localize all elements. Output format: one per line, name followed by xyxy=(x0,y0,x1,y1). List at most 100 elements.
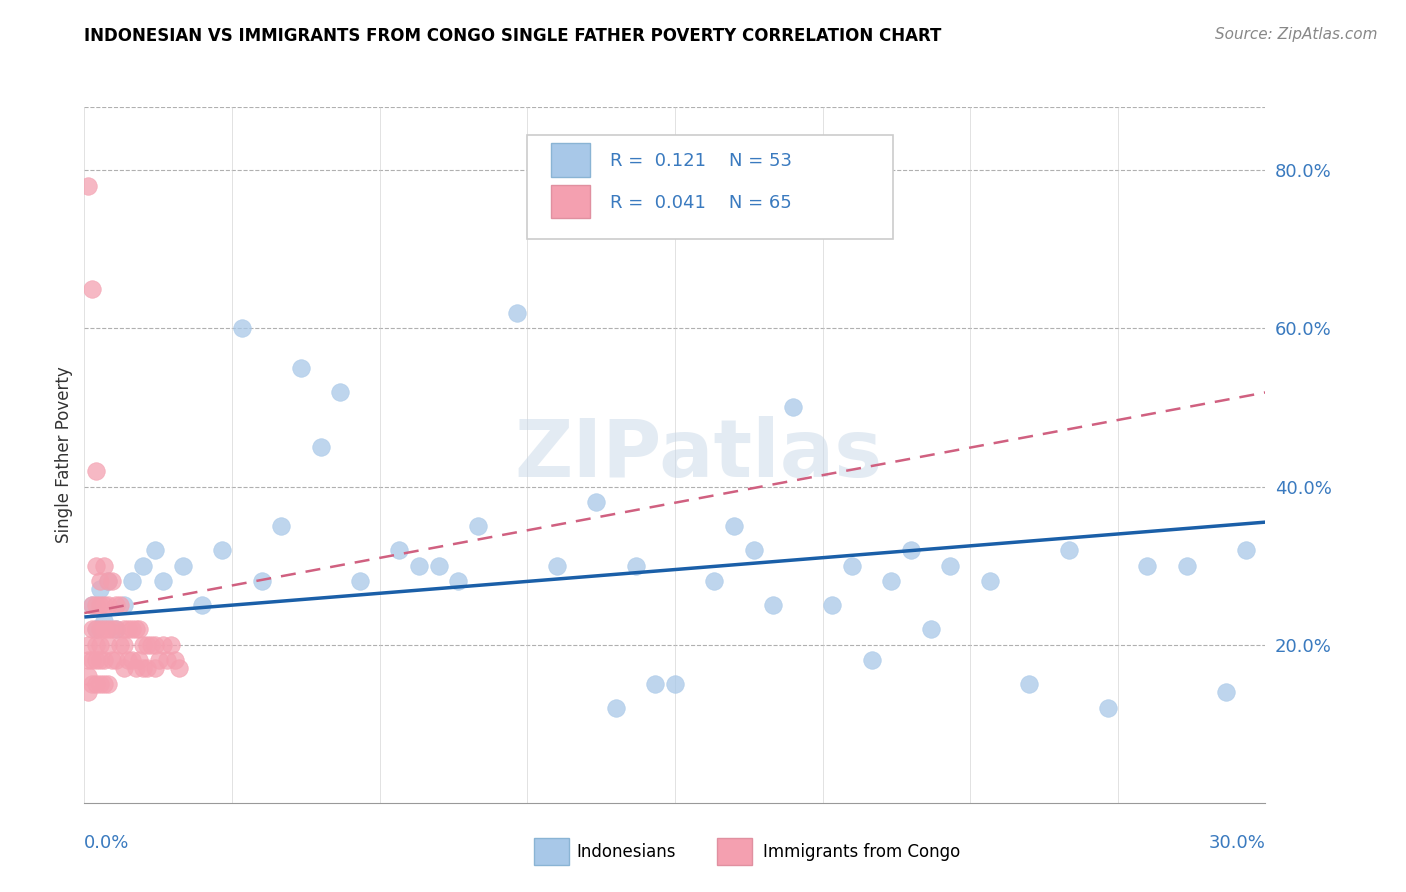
Point xyxy=(762,598,785,612)
Point xyxy=(821,598,844,612)
Point xyxy=(77,685,100,699)
Point xyxy=(124,661,146,675)
Point xyxy=(84,464,107,478)
Point xyxy=(89,638,111,652)
Point xyxy=(880,574,903,589)
Point xyxy=(408,558,430,573)
Point xyxy=(782,401,804,415)
Point xyxy=(143,638,166,652)
Point xyxy=(128,622,150,636)
Point xyxy=(979,574,1001,589)
Point xyxy=(148,653,170,667)
Text: Indonesians: Indonesians xyxy=(576,843,676,861)
Point xyxy=(82,622,104,636)
Point xyxy=(82,598,104,612)
Point xyxy=(89,653,111,667)
Point xyxy=(93,614,115,628)
Point xyxy=(156,653,179,667)
Point xyxy=(101,653,124,667)
Point xyxy=(77,653,100,667)
Point xyxy=(160,638,183,652)
Point xyxy=(143,542,166,557)
Text: ZIPatlas: ZIPatlas xyxy=(515,416,883,494)
Point xyxy=(388,542,411,557)
Point xyxy=(82,282,104,296)
Point xyxy=(427,558,450,573)
Point xyxy=(121,574,143,589)
Text: 30.0%: 30.0% xyxy=(1209,834,1265,852)
Point xyxy=(742,542,765,557)
Point xyxy=(89,622,111,636)
Point xyxy=(104,598,127,612)
Point xyxy=(900,542,922,557)
Point xyxy=(101,574,124,589)
Point xyxy=(84,622,107,636)
Point xyxy=(1215,685,1237,699)
Point xyxy=(82,653,104,667)
Point xyxy=(152,638,174,652)
Point xyxy=(84,622,107,636)
FancyBboxPatch shape xyxy=(551,144,591,177)
Point xyxy=(77,638,100,652)
Point xyxy=(89,582,111,597)
Point xyxy=(121,653,143,667)
Text: Immigrants from Congo: Immigrants from Congo xyxy=(763,843,960,861)
Point xyxy=(93,598,115,612)
Point xyxy=(191,598,214,612)
Point xyxy=(104,622,127,636)
Point xyxy=(1097,701,1119,715)
Point xyxy=(77,669,100,683)
Point xyxy=(309,440,332,454)
Point xyxy=(82,598,104,612)
Point xyxy=(97,574,120,589)
Text: R =  0.041    N = 65: R = 0.041 N = 65 xyxy=(610,194,792,212)
Point xyxy=(89,598,111,612)
Point xyxy=(506,305,529,319)
Point xyxy=(117,653,139,667)
Point xyxy=(101,622,124,636)
Point xyxy=(231,321,253,335)
Point xyxy=(141,638,163,652)
Point xyxy=(290,360,312,375)
Point xyxy=(82,677,104,691)
Point xyxy=(172,558,194,573)
Point xyxy=(841,558,863,573)
Point xyxy=(93,558,115,573)
Point xyxy=(104,653,127,667)
Point xyxy=(723,519,745,533)
Point xyxy=(939,558,962,573)
Point xyxy=(84,677,107,691)
FancyBboxPatch shape xyxy=(551,185,591,219)
Point xyxy=(84,638,107,652)
Point xyxy=(93,622,115,636)
Point xyxy=(112,661,135,675)
Point xyxy=(124,622,146,636)
Point xyxy=(664,677,686,691)
Point xyxy=(97,622,120,636)
Point xyxy=(97,638,120,652)
Point xyxy=(89,574,111,589)
Y-axis label: Single Father Poverty: Single Father Poverty xyxy=(55,367,73,543)
Point xyxy=(132,661,155,675)
Point xyxy=(329,384,352,399)
Point xyxy=(1175,558,1198,573)
Point xyxy=(1136,558,1159,573)
Point xyxy=(97,598,120,612)
Point xyxy=(250,574,273,589)
Point xyxy=(447,574,470,589)
Point xyxy=(84,598,107,612)
Point xyxy=(211,542,233,557)
Point xyxy=(84,653,107,667)
Point xyxy=(117,622,139,636)
Point xyxy=(585,495,607,509)
Point xyxy=(163,653,186,667)
Point xyxy=(77,179,100,194)
Point xyxy=(132,638,155,652)
Point xyxy=(97,677,120,691)
Point xyxy=(89,677,111,691)
Point xyxy=(546,558,568,573)
Point xyxy=(860,653,883,667)
Point xyxy=(920,622,942,636)
Point xyxy=(112,622,135,636)
Point xyxy=(93,653,115,667)
